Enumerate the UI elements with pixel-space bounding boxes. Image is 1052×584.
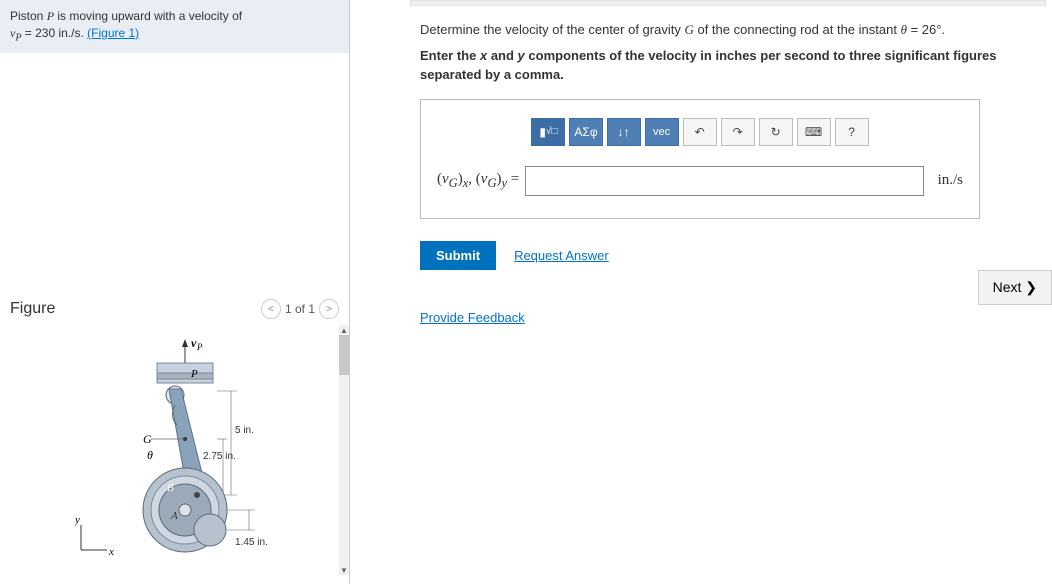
vec-button[interactable]: vec (645, 118, 679, 146)
svg-text:5 in.: 5 in. (235, 425, 254, 436)
figure-next-button[interactable]: > (319, 299, 339, 319)
svg-text:P: P (190, 368, 198, 380)
figure-prev-button[interactable]: < (261, 299, 281, 319)
figure-scroll-up[interactable]: ▲ (339, 325, 349, 335)
piston-diagram: v P P G θ 5 in. (75, 335, 295, 565)
equation-toolbar: ▮ √□ ΑΣφ ↓↑ vec ↶ ↷ ↻ ⌨ ? (437, 118, 963, 146)
answer-row: (vG)x, (vG)y = in./s (437, 166, 963, 196)
question-line2: Enter the x and y components of the velo… (420, 46, 1042, 85)
svg-text:θ: θ (147, 448, 153, 462)
question-line1: Determine the velocity of the center of … (420, 20, 1042, 40)
svg-text:x: x (108, 546, 114, 558)
answer-label: (vG)x, (vG)y = (437, 171, 519, 191)
answer-box: ▮ √□ ΑΣφ ↓↑ vec ↶ ↷ ↻ ⌨ ? (vG)x, (vG)y =… (420, 99, 980, 219)
svg-text:P: P (196, 342, 203, 352)
figure-heading: Figure (10, 300, 55, 318)
velocity-value: = 230 in./s. (21, 26, 87, 40)
figure-body: ▲ ▼ v P P G θ (0, 325, 349, 575)
undo-button[interactable]: ↶ (683, 118, 717, 146)
reset-button[interactable]: ↻ (759, 118, 793, 146)
feedback-row: Provide Feedback (420, 310, 1052, 325)
svg-text:1.45 in.: 1.45 in. (235, 537, 268, 548)
figure-scroll-down[interactable]: ▼ (339, 565, 349, 575)
figure-header: Figure < 1 of 1 > (0, 293, 349, 325)
keyboard-button[interactable]: ⌨ (797, 118, 831, 146)
submit-button[interactable]: Submit (420, 241, 496, 270)
next-button[interactable]: Next ❯ (978, 270, 1052, 305)
figure-nav: < 1 of 1 > (261, 299, 339, 319)
right-panel: Determine the velocity of the center of … (360, 0, 1052, 335)
svg-text:G: G (143, 432, 152, 446)
svg-text:B: B (167, 482, 174, 494)
problem-text-1: Piston (10, 9, 47, 23)
provide-feedback-link[interactable]: Provide Feedback (420, 310, 525, 325)
answer-unit: in./s (938, 172, 963, 189)
request-answer-link[interactable]: Request Answer (514, 248, 609, 263)
q1-b: of the connecting rod at the instant (694, 22, 901, 37)
help-button[interactable]: ? (835, 118, 869, 146)
problem-statement: Piston P is moving upward with a velocit… (0, 0, 349, 53)
q2-x: x (480, 48, 487, 63)
svg-text:A: A (170, 510, 178, 522)
greek-button[interactable]: ΑΣφ (569, 118, 602, 146)
problem-text-2: is moving upward with a velocity of (54, 9, 242, 23)
templates-icon-b: √□ (546, 126, 558, 137)
submit-row: Submit Request Answer (420, 241, 1042, 270)
redo-button[interactable]: ↷ (721, 118, 755, 146)
templates-button[interactable]: ▮ √□ (531, 118, 565, 146)
figure-counter: 1 of 1 (285, 302, 315, 316)
q1-c: = 26°. (907, 22, 945, 37)
answer-input[interactable] (525, 166, 923, 196)
figure-link[interactable]: (Figure 1) (87, 26, 139, 40)
q1-G: G (684, 22, 693, 37)
q2-y: y (518, 48, 525, 63)
left-panel: Piston P is moving upward with a velocit… (0, 0, 350, 584)
templates-icon-a: ▮ (539, 125, 546, 139)
q1-a: Determine the velocity of the center of … (420, 22, 684, 37)
piston-var: P (47, 9, 54, 23)
svg-text:2.75 in.: 2.75 in. (203, 451, 236, 462)
scripts-button[interactable]: ↓↑ (607, 118, 641, 146)
svg-text:y: y (75, 514, 80, 526)
